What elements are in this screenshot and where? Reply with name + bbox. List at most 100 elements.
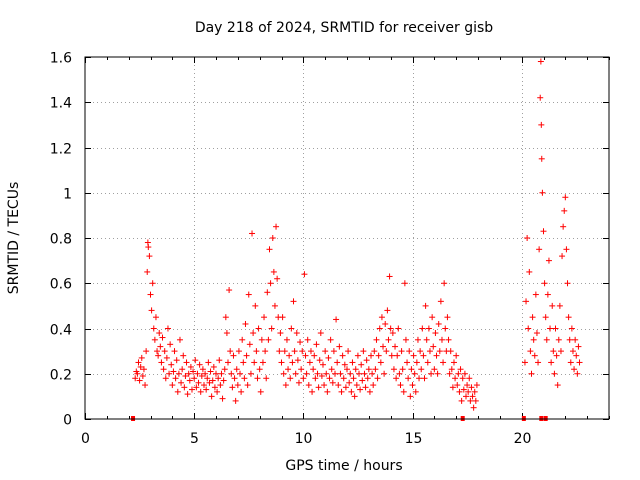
data-point	[335, 382, 342, 389]
y-axis-label: SRMTID / TECUs	[6, 182, 22, 295]
data-point	[282, 382, 289, 389]
data-point	[410, 352, 417, 359]
data-point	[229, 384, 236, 391]
data-point	[293, 330, 300, 337]
data-point	[208, 393, 215, 400]
data-point	[381, 370, 388, 377]
data-point	[555, 336, 562, 343]
data-point	[530, 336, 537, 343]
data-point	[241, 375, 248, 382]
data-point	[545, 257, 552, 264]
data-point	[396, 370, 403, 377]
data-point	[538, 155, 545, 162]
data-point	[457, 366, 464, 373]
data-point	[402, 336, 409, 343]
data-point	[203, 386, 210, 393]
data-point	[575, 343, 582, 350]
data-point	[398, 348, 405, 355]
data-point	[234, 382, 241, 389]
data-point	[244, 382, 251, 389]
data-point	[271, 302, 278, 309]
data-point	[192, 357, 199, 364]
data-point	[163, 354, 170, 361]
data-point	[567, 359, 574, 366]
data-point	[566, 336, 573, 343]
data-point	[363, 357, 370, 364]
data-point	[376, 325, 383, 332]
data-point	[412, 388, 419, 395]
data-point	[321, 382, 328, 389]
data-point	[194, 370, 201, 377]
data-point	[333, 316, 340, 323]
data-point	[541, 280, 548, 287]
data-point	[214, 388, 221, 395]
data-point	[533, 330, 540, 337]
data-point	[210, 363, 217, 370]
data-point	[561, 207, 568, 214]
data-point	[377, 359, 384, 366]
data-point	[554, 382, 561, 389]
data-point	[473, 382, 480, 389]
data-point	[300, 375, 307, 382]
data-point	[400, 388, 407, 395]
data-point	[442, 325, 449, 332]
data-point	[247, 370, 254, 377]
data-point	[207, 368, 214, 375]
data-point	[358, 361, 365, 368]
data-point	[346, 379, 353, 386]
data-point	[216, 357, 223, 364]
data-point	[279, 314, 286, 321]
data-point	[531, 352, 538, 359]
data-point	[537, 58, 544, 65]
data-point	[173, 357, 180, 364]
data-point	[274, 275, 281, 282]
data-point	[535, 359, 542, 366]
data-point	[326, 375, 333, 382]
data-point	[150, 325, 157, 332]
data-point	[373, 336, 380, 343]
data-point	[372, 366, 379, 373]
data-point	[429, 314, 436, 321]
data-point	[361, 370, 368, 377]
data-point	[550, 348, 557, 355]
data-point	[286, 352, 293, 359]
y-tick-label: 1.2	[50, 142, 72, 158]
data-point	[563, 246, 570, 253]
data-point	[197, 388, 204, 395]
data-point	[267, 280, 274, 287]
data-point	[417, 348, 424, 355]
data-point	[380, 343, 387, 350]
data-point	[239, 336, 246, 343]
data-point	[305, 382, 312, 389]
data-point	[420, 352, 427, 359]
data-point	[262, 348, 269, 355]
data-point	[179, 366, 186, 373]
data-point	[348, 388, 355, 395]
data-point	[158, 359, 165, 366]
data-point	[327, 336, 334, 343]
data-point	[238, 388, 245, 395]
data-point	[341, 361, 348, 368]
data-point	[386, 273, 393, 280]
data-point	[345, 348, 352, 355]
data-point	[553, 352, 560, 359]
data-point	[356, 370, 363, 377]
data-point	[408, 366, 415, 373]
data-point	[170, 368, 177, 375]
data-point	[168, 361, 175, 368]
data-point	[270, 268, 277, 275]
data-point	[231, 375, 238, 382]
data-point	[209, 377, 216, 384]
data-point	[521, 359, 528, 366]
data-point	[371, 348, 378, 355]
data-point	[263, 375, 270, 382]
data-point	[178, 379, 185, 386]
data-point	[146, 253, 153, 260]
data-point	[237, 370, 244, 377]
data-point	[537, 94, 544, 101]
data-point	[436, 348, 443, 355]
data-point	[433, 352, 440, 359]
data-point	[273, 223, 280, 230]
data-point	[562, 194, 569, 201]
data-point	[213, 370, 219, 377]
